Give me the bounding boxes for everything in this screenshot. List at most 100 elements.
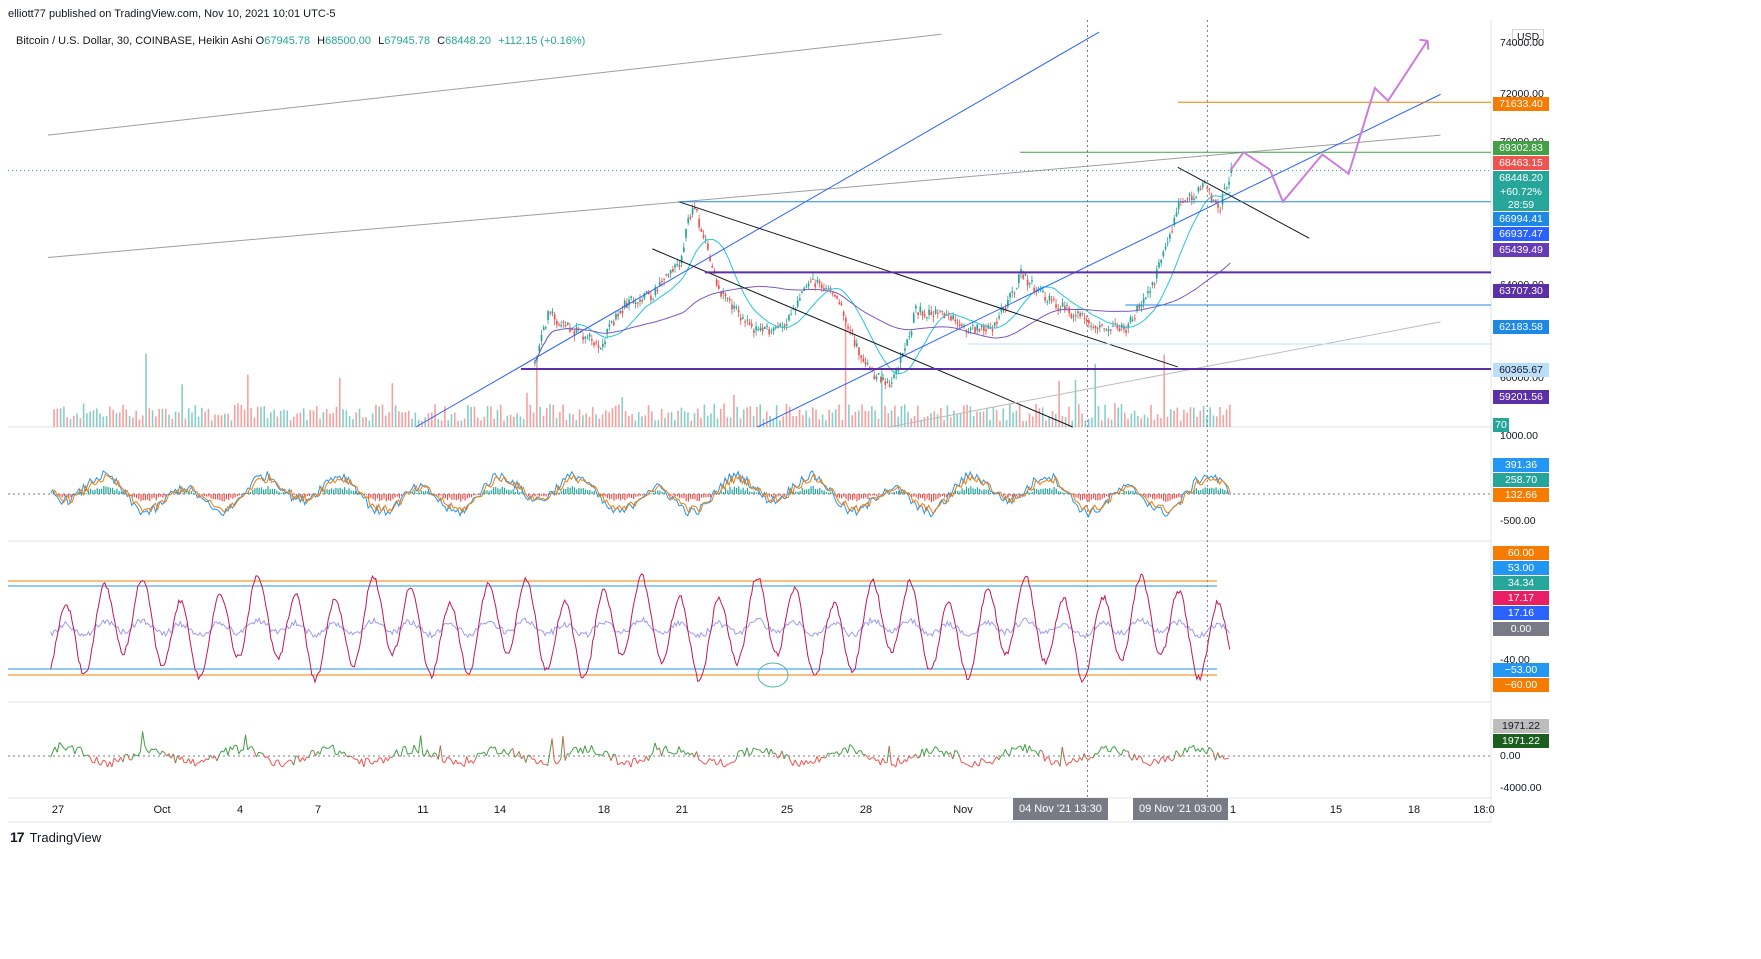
osc3-segment [575,746,579,754]
osc1-hist [587,490,589,494]
candle-body [645,291,648,293]
osc1-hist [442,494,444,498]
osc3-segment [930,750,934,754]
osc1-hist [985,489,987,494]
osc1-hist [276,490,278,494]
footer: 17 TradingView [10,829,101,845]
candle-body [746,319,749,321]
osc3-segment [1145,762,1148,765]
osc1-hist [495,486,497,494]
candle-body [764,326,766,329]
volume-bar [240,404,243,427]
osc3-segment [967,764,971,767]
osc3-segment [321,746,325,749]
candle-body [834,294,836,297]
osc3-segment [766,748,770,755]
volume-bar [598,418,601,427]
volume-bar [700,417,702,427]
osc3-segment [477,752,480,755]
osc3-segment [190,758,194,764]
volume-bar [227,413,229,427]
osc1-hist [92,490,94,494]
osc3-segment [945,750,949,755]
osc1-hist [1206,487,1208,494]
osc1-hist [779,494,781,496]
osc1-hist [309,494,311,497]
volume-bar [545,407,548,427]
candle-body [665,274,668,276]
osc1-hist [891,492,893,494]
osc3-segment [965,763,969,766]
candle-body [770,331,773,333]
volume-bar [1091,417,1093,427]
candle-body [884,381,887,385]
currency-label[interactable]: USD [1512,29,1545,45]
osc3-segment [1206,747,1210,755]
volume-bar [1051,411,1054,427]
osc3-segment [1101,746,1105,749]
osc1-hist [972,488,974,494]
osc3-segment [269,759,273,765]
osc1-hist [1095,494,1097,501]
candle-body [1162,251,1165,257]
candle-body [737,309,740,313]
osc1-hist [107,487,109,494]
osc1-hist [418,492,420,494]
osc3-segment [582,745,586,754]
osc3-segment [1026,745,1030,754]
osc3-segment [385,757,389,762]
candle-body [538,345,541,351]
candle-body [908,335,911,337]
volume-bar [138,419,141,427]
osc1-hist [819,487,821,494]
osc3-segment [816,756,820,763]
osc3-segment [483,751,487,757]
osc1-hist [302,494,304,495]
osc3-segment [991,760,995,765]
osc2-circle-annotation [757,662,789,688]
osc3-segment [663,745,667,750]
osc1-hist [114,490,116,494]
osc2-line-main [50,573,1231,684]
osc3-segment [100,759,104,766]
candle-body [1101,324,1103,326]
osc3-segment [481,751,485,754]
osc1-hist [203,494,206,496]
osc3-segment [678,746,682,753]
candle-body [1127,323,1130,329]
candle-body [628,299,630,306]
osc3-segment [512,748,516,758]
osc3-segment [61,744,65,749]
osc1-hist [735,487,738,494]
osc3-segment [247,746,251,751]
osc1-hist [674,494,676,497]
osc1-hist [105,486,107,494]
osc3-segment [85,754,88,757]
osc3-segment [201,759,205,763]
osc1-hist [700,494,703,498]
osc3-segment [1217,752,1221,759]
volume-bar [204,411,206,427]
candle-body [816,280,819,283]
volume-bar [187,408,190,427]
osc3-segment [1184,747,1188,753]
candle-body [860,355,863,358]
volume-bar [1015,410,1018,427]
volume-bar [1150,404,1152,427]
osc1-hist [856,494,858,502]
candle-body [1131,319,1134,321]
volume-bar [95,408,98,427]
candle-body [1212,200,1215,202]
candle-body [1061,302,1064,307]
osc3-segment [56,742,60,753]
osc2-badge: 34.34 [1493,576,1549,590]
osc3-segment [617,763,621,766]
volume-bar [811,407,814,427]
osc3-segment [759,749,763,754]
volume-bar [1173,410,1175,427]
osc1-hist [692,494,694,500]
candle-body [696,208,698,211]
candle-body [560,324,563,327]
volume-bar [247,374,249,427]
